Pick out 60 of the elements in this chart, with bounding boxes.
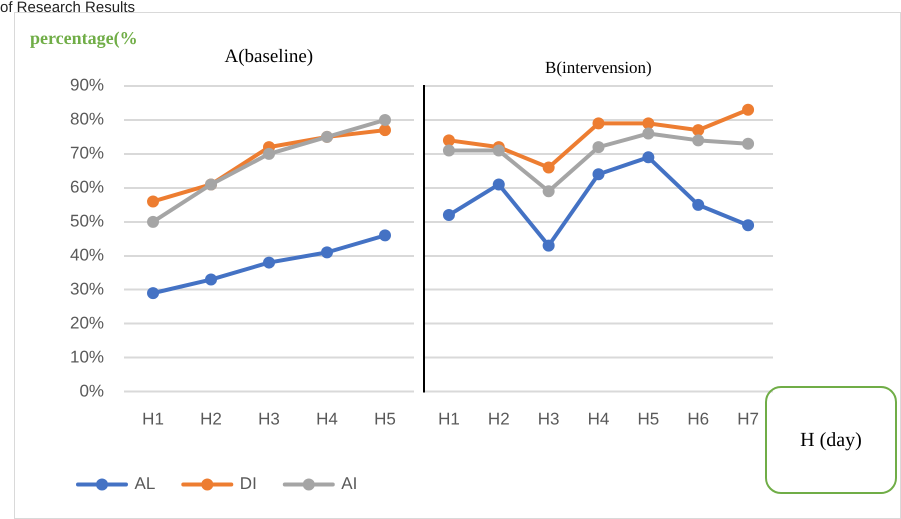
- point: [692, 198, 704, 211]
- y-tick-label: 40%: [70, 245, 104, 264]
- point: [592, 168, 604, 180]
- point: [442, 134, 455, 146]
- x-tick-label: H7: [737, 409, 759, 428]
- x-tick-label: H3: [258, 409, 280, 428]
- point: [147, 195, 160, 208]
- x-tick-label: H3: [538, 409, 560, 428]
- point: [321, 246, 334, 258]
- x-tick-label: H6: [687, 409, 710, 428]
- point: [742, 138, 754, 150]
- chart-title: B(intervension): [545, 58, 652, 78]
- point: [147, 216, 160, 228]
- point: [205, 274, 218, 286]
- point: [692, 134, 704, 146]
- point: [442, 144, 455, 157]
- point: [492, 178, 505, 190]
- x-tick-label: H2: [488, 409, 510, 428]
- point: [492, 144, 505, 157]
- y-tick-label: 90%: [70, 76, 104, 95]
- x-tick-label: H1: [142, 409, 164, 428]
- point: [692, 124, 704, 136]
- point: [263, 256, 276, 269]
- x-tick-label: H5: [637, 409, 660, 428]
- point: [379, 124, 392, 136]
- y-tick-label: 50%: [70, 212, 104, 231]
- chart-title: A(baseline): [224, 46, 314, 68]
- point: [642, 151, 654, 164]
- point: [542, 240, 555, 252]
- x-axis-title: H (day): [765, 386, 897, 494]
- y-axis-title: percentage(%: [30, 28, 138, 49]
- y-tick-label: 30%: [70, 279, 104, 298]
- point: [592, 117, 604, 130]
- y-tick-label: 80%: [70, 110, 104, 129]
- x-tick-label: H5: [374, 409, 396, 428]
- point: [379, 114, 392, 126]
- point: [592, 141, 604, 154]
- point: [442, 209, 455, 222]
- x-tick-label: H1: [438, 409, 460, 428]
- point: [263, 148, 276, 160]
- x-tick-label: H4: [588, 409, 610, 428]
- point: [742, 104, 754, 116]
- y-tick-label: 0%: [79, 381, 104, 400]
- legend-label: DI: [240, 474, 257, 494]
- point: [379, 229, 392, 242]
- legend-label: AI: [341, 474, 358, 494]
- point: [642, 117, 654, 130]
- legend-label: AL: [134, 474, 156, 494]
- point: [642, 128, 654, 140]
- text: of Research Results: [0, 0, 136, 16]
- y-tick-label: 10%: [70, 347, 104, 366]
- point: [542, 185, 555, 198]
- x-tick-label: H4: [316, 409, 338, 428]
- y-tick-label: 20%: [70, 313, 104, 332]
- y-tick-label: 60%: [70, 178, 104, 197]
- y-tick-label: 70%: [70, 144, 104, 163]
- point: [542, 161, 555, 174]
- point: [742, 219, 754, 232]
- x-tick-label: H2: [200, 409, 222, 428]
- point: [147, 287, 160, 300]
